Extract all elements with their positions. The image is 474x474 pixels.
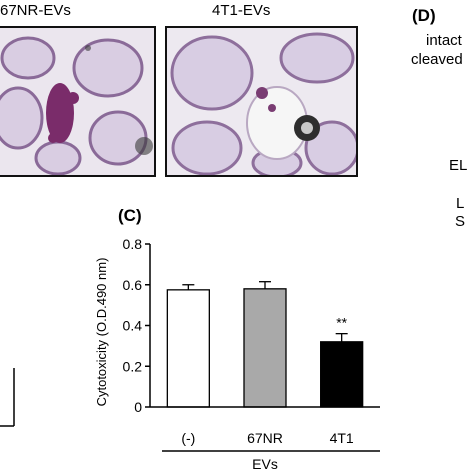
bar-2: [320, 341, 364, 408]
bar-1: [243, 288, 287, 408]
panel-d-el-label: EL: [449, 157, 468, 174]
x-axis-ticks: (-) 67NR 4T1: [181, 430, 354, 446]
significance-marker: **: [336, 315, 347, 331]
x-tick-label: 67NR: [247, 430, 283, 446]
panel-d-cleaved-label: cleaved: [411, 51, 463, 68]
panel-d-s-label: S: [455, 213, 466, 230]
panel-b-axis-fragment: [0, 368, 15, 427]
micrograph-67nr-evs: [0, 26, 156, 177]
y-tick-label: 0.4: [123, 318, 143, 334]
y-tick-label: 0.8: [123, 236, 143, 252]
panel-d-intact-label: intact: [426, 32, 462, 49]
panel-c-label: (C): [118, 206, 142, 225]
micrograph-4t1-evs: [165, 26, 358, 177]
bar-series: **: [166, 281, 364, 408]
y-axis-label: Cytotoxicity (O.D.490 nm): [94, 258, 109, 407]
y-tick-label: 0.2: [123, 358, 143, 374]
y-tick-label: 0: [134, 399, 142, 415]
panel-d-l-label: L: [456, 195, 465, 212]
right-image-title: 4T1-EVs: [212, 2, 271, 19]
x-tick-label: (-): [181, 430, 195, 446]
x-axis-label: EVs: [252, 456, 278, 472]
y-tick-label: 0.6: [123, 277, 143, 293]
left-image-title: 67NR-EVs: [0, 2, 71, 19]
micrograph-4t1-image: [167, 28, 356, 175]
bar-0: [166, 289, 210, 408]
x-tick-label: 4T1: [330, 430, 354, 446]
micrograph-67nr-image: [0, 28, 154, 175]
panel-d-label: (D): [412, 6, 436, 25]
cytotoxicity-bar-chart: Cytotoxicity (O.D.490 nm) 00.20.40.60.8 …: [94, 236, 380, 472]
y-axis-ticks: 0 0.2 0.4 0.6 0.8: [123, 236, 150, 415]
